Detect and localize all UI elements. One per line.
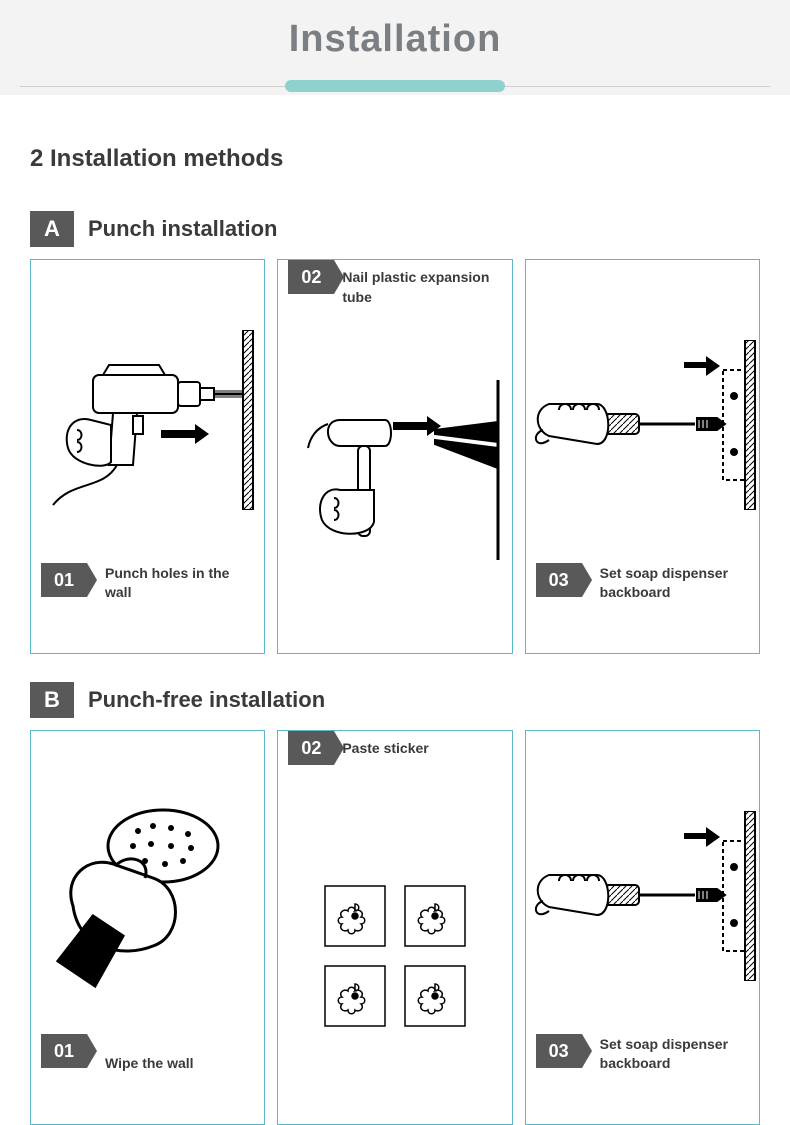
method-b-steps: 01 Wipe the wall 02 Paste sticker [30, 730, 760, 1125]
method-a-steps: 01 Punch holes in the wall 02 Nail plast… [30, 259, 760, 654]
page-title: Installation [0, 0, 790, 61]
step-card-a1: 01 Punch holes in the wall [30, 259, 265, 654]
arrow-icon [161, 430, 197, 438]
step-card-b2: 02 Paste sticker [277, 730, 512, 1125]
step-badge: 03 [536, 563, 582, 597]
step-label: Set soap dispenser backboard [600, 1035, 750, 1074]
step-badge: 02 [288, 260, 334, 294]
step-card-a3: 03 Set soap dispenser backboard [525, 259, 760, 654]
arrow-icon [684, 362, 708, 368]
method-a-title: Punch installation [88, 216, 277, 242]
hammer-icon [278, 370, 511, 570]
step-badge: 03 [536, 1034, 582, 1068]
subtitle: 2 Installation methods [30, 145, 760, 173]
method-b-badge: B [30, 682, 74, 718]
step-label: Paste sticker [342, 739, 428, 759]
wipe-icon [31, 781, 264, 1001]
method-b-title: Punch-free installation [88, 687, 325, 713]
step-badge: 01 [41, 1034, 87, 1068]
arrow-icon [684, 833, 708, 839]
stickers-icon [278, 861, 511, 1081]
step-badge: 02 [288, 731, 334, 765]
drill-icon [31, 320, 264, 520]
step-label: Set soap dispenser backboard [600, 564, 750, 603]
step-label: Wipe the wall [105, 1054, 194, 1074]
step-label: Punch holes in the wall [105, 564, 255, 603]
step-card-b1: 01 Wipe the wall [30, 730, 265, 1125]
header-band: Installation [0, 0, 790, 95]
step-card-b3: 03 Set soap dispenser backboard [525, 730, 760, 1125]
screwdriver-icon [526, 806, 759, 986]
method-a-header: A Punch installation [30, 211, 760, 247]
step-card-a2: 02 Nail plastic expansion tube [277, 259, 512, 654]
method-a-badge: A [30, 211, 74, 247]
screwdriver-icon [526, 335, 759, 515]
step-badge: 01 [41, 563, 87, 597]
content-area: 2 Installation methods A Punch installat… [0, 95, 790, 1125]
step-label: Nail plastic expansion tube [342, 268, 502, 307]
method-b-header: B Punch-free installation [30, 682, 760, 718]
accent-underline [285, 80, 505, 92]
arrow-icon [393, 422, 429, 430]
